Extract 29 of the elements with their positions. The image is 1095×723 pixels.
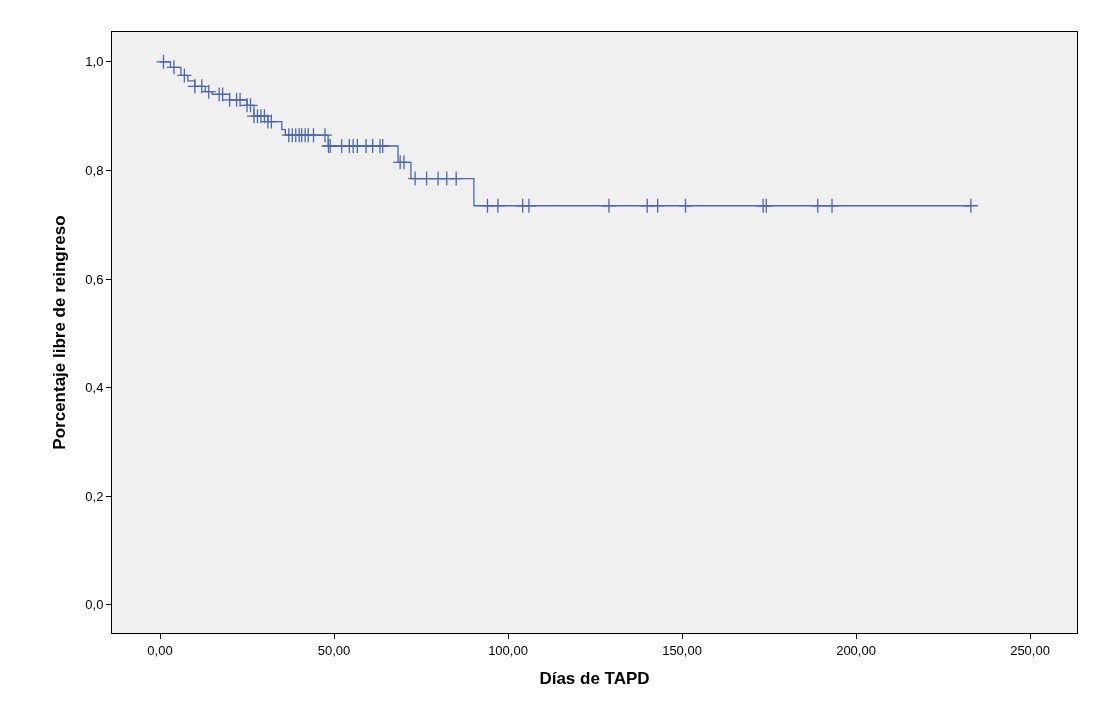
y-tick-label: 0,4 xyxy=(85,380,104,396)
point xyxy=(490,198,506,214)
point xyxy=(155,54,172,70)
x-tick-label: 100,00 xyxy=(488,642,528,658)
y-tick-label: 0,0 xyxy=(85,597,104,613)
x-tick-label: 50,00 xyxy=(317,642,351,658)
point xyxy=(824,198,840,214)
x-tick-label: 0,00 xyxy=(147,642,173,658)
point xyxy=(810,198,826,214)
y-axis-title: Porcentaje libre de reingreso xyxy=(49,215,69,450)
y-tick-label: 0,6 xyxy=(85,271,104,287)
x-tick-label: 250,00 xyxy=(1010,642,1050,658)
point xyxy=(677,198,694,214)
y-tick-label: 1,0 xyxy=(85,54,104,70)
x-tick-label: 200,00 xyxy=(836,642,876,658)
y-tick-label: 0,2 xyxy=(85,488,104,504)
point xyxy=(521,198,537,214)
x-axis-title: Días de TAPD xyxy=(539,669,650,688)
point xyxy=(407,170,423,187)
point xyxy=(176,67,193,84)
point xyxy=(166,59,182,75)
point xyxy=(396,154,412,170)
point xyxy=(448,170,464,187)
point xyxy=(650,198,666,214)
x-tick-label: 150,00 xyxy=(662,642,702,658)
point xyxy=(601,198,617,214)
y-tick-label: 0,8 xyxy=(85,162,104,178)
point xyxy=(317,127,333,143)
point xyxy=(963,198,979,214)
